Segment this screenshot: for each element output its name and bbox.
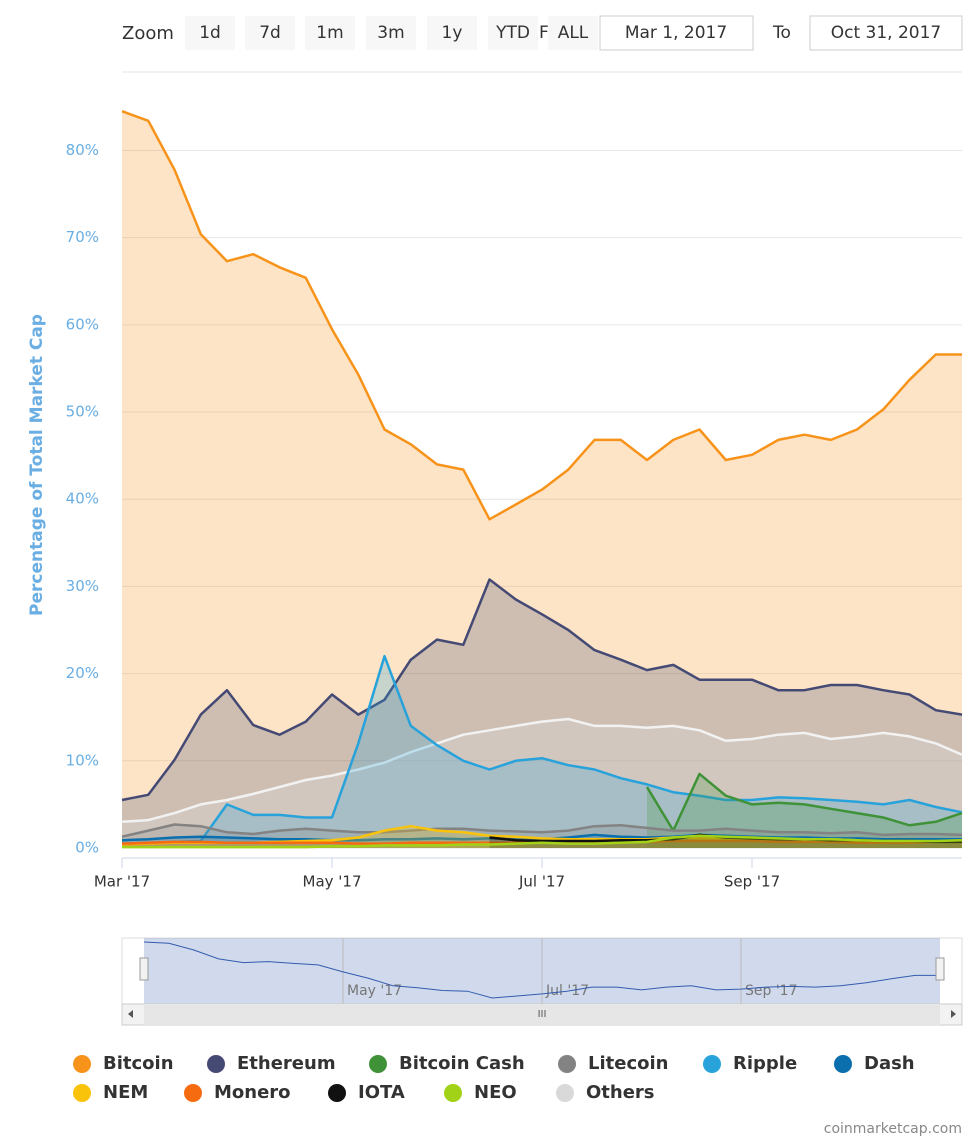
scrollbar-thumb[interactable] [144, 1004, 940, 1025]
legend-item[interactable]: Bitcoin Cash [369, 1053, 525, 1074]
y-tick-label: 70% [66, 228, 99, 246]
x-tick-label: May '17 [303, 873, 362, 891]
legend-label[interactable]: Ethereum [237, 1053, 336, 1074]
legend-label[interactable]: Ripple [733, 1053, 797, 1074]
legend-marker [444, 1084, 462, 1102]
series-line [645, 772, 963, 832]
series-area [489, 834, 962, 848]
y-tick-label: 0% [75, 839, 99, 857]
zoom-button-label[interactable]: YTD [495, 23, 530, 43]
credit[interactable]: coinmarketcap.com [824, 1121, 962, 1137]
legend-item[interactable]: Ethereum [207, 1053, 336, 1074]
range-inputs: From Mar 1, 2017 To Oct 31, 2017 [539, 15, 963, 51]
legend-item[interactable]: Dash [834, 1053, 915, 1074]
legend-marker [369, 1055, 387, 1073]
from-input[interactable] [599, 15, 754, 51]
to-value: Oct 31, 2017 [831, 23, 942, 43]
legend-marker [184, 1084, 202, 1102]
series-area [122, 111, 962, 848]
y-tick-label: 60% [66, 315, 99, 333]
legend-item[interactable]: NEO [444, 1082, 517, 1103]
zoom-button[interactable]: 1y [427, 16, 477, 50]
navigator-label: May '17 [347, 983, 402, 999]
legend-item[interactable]: Litecoin [558, 1053, 668, 1074]
zoom-button-label[interactable]: 7d [259, 23, 281, 43]
legend-label[interactable]: Bitcoin [103, 1053, 174, 1074]
zoom-button[interactable]: 1d [185, 16, 235, 50]
legend-item[interactable]: Monero [184, 1082, 291, 1103]
series-area [122, 579, 962, 848]
zoom-button-bg[interactable] [366, 16, 416, 50]
to-label: To [772, 23, 791, 43]
zoom-button-label[interactable]: 1y [442, 23, 463, 43]
legend-item[interactable]: NEM [73, 1082, 148, 1103]
from-value: Mar 1, 2017 [625, 23, 727, 43]
zoom-button-label[interactable]: ALL [558, 23, 589, 43]
x-tick-label: Jul '17 [518, 873, 565, 891]
navigator-line [143, 941, 940, 999]
legend-label[interactable]: Litecoin [588, 1053, 668, 1074]
y-tick-label: 80% [66, 141, 99, 159]
zoom-button-bg[interactable] [548, 16, 598, 50]
zoom-button-bg[interactable] [185, 16, 235, 50]
scrollbar-grip: III [538, 1009, 547, 1020]
zoom-label: Zoom [122, 23, 174, 44]
series-line [121, 578, 963, 802]
y-tick-label: 50% [66, 403, 99, 421]
zoom-button-bg[interactable] [427, 16, 477, 50]
legend-item[interactable]: Others [556, 1082, 655, 1103]
zoom-button-bg[interactable] [245, 16, 295, 50]
legend-label[interactable]: IOTA [358, 1082, 405, 1103]
zoom-button[interactable]: 1m [305, 16, 355, 50]
y-tick-label: 10% [66, 751, 99, 769]
zoom-button-label[interactable]: 1d [199, 23, 221, 43]
legend-marker [328, 1084, 346, 1102]
legend-item[interactable]: Bitcoin [73, 1053, 174, 1074]
x-tick-label: Sep '17 [724, 873, 780, 891]
zoom-button-bg[interactable] [488, 16, 538, 50]
series-line [122, 834, 963, 849]
zoom-button[interactable]: ALL [548, 16, 598, 50]
series-line [121, 717, 963, 824]
series-line [121, 823, 963, 838]
series-line [121, 654, 963, 845]
legend-label[interactable]: Others [586, 1082, 655, 1103]
legend-label[interactable]: Bitcoin Cash [399, 1053, 525, 1074]
legend-label[interactable]: NEO [474, 1082, 517, 1103]
y-tick-label: 20% [66, 664, 99, 682]
legend-item[interactable]: Ripple [703, 1053, 797, 1074]
zoom-button[interactable]: 3m [366, 16, 416, 50]
navigator-handle[interactable] [139, 957, 149, 981]
zoom-button-label[interactable]: 3m [377, 23, 404, 43]
navigator-label: Sep '17 [745, 983, 798, 999]
legend-item[interactable]: IOTA [328, 1082, 405, 1103]
legend-marker [703, 1055, 721, 1073]
legend-label[interactable]: Monero [214, 1082, 291, 1103]
legend-marker [207, 1055, 225, 1073]
y-tick-label: 30% [66, 577, 99, 595]
to-input[interactable] [809, 15, 963, 51]
legend-marker [558, 1055, 576, 1073]
series-line [121, 110, 962, 521]
series-area [122, 835, 962, 848]
x-tick-label: Mar '17 [94, 873, 150, 891]
legend-marker [834, 1055, 852, 1073]
y-tick-label: 40% [66, 490, 99, 508]
legend-marker [73, 1055, 91, 1073]
legend-label[interactable]: Dash [864, 1053, 915, 1074]
zoom-button-bg[interactable] [305, 16, 355, 50]
zoom-button[interactable]: YTD [488, 16, 538, 50]
legend-label[interactable]: NEM [103, 1082, 148, 1103]
zoom-button[interactable]: 7d [245, 16, 295, 50]
legend-marker [556, 1084, 574, 1102]
y-axis-title: Percentage of Total Market Cap [27, 314, 47, 616]
legend-marker [73, 1084, 91, 1102]
navigator-handle[interactable] [935, 957, 945, 981]
zoom-button-label[interactable]: 1m [316, 23, 343, 43]
